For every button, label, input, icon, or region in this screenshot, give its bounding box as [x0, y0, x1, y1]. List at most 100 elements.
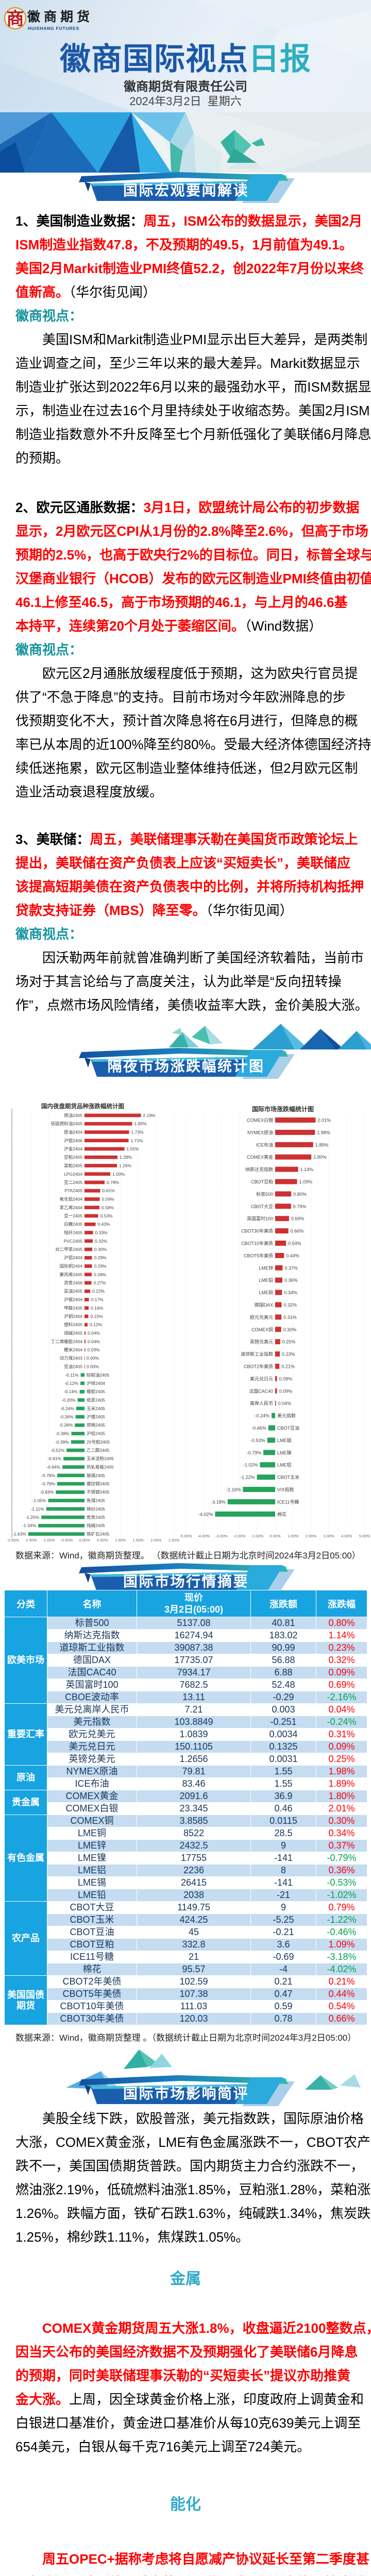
svg-text:1.14%: 1.14%	[300, 1167, 314, 1172]
svg-text:2.00%: 2.00%	[306, 1534, 317, 1538]
svg-text:沥青2406: 沥青2406	[64, 1280, 82, 1285]
svg-text:国际宏观要闻解读: 国际宏观要闻解读	[123, 182, 249, 198]
svg-text:玻璃2405: 玻璃2405	[87, 1473, 105, 1478]
svg-text:橡胶2405: 橡胶2405	[87, 1389, 105, 1394]
svg-text:COMEX黄金: COMEX黄金	[247, 1154, 273, 1160]
svg-text:欧元兑美元: 欧元兑美元	[250, 1314, 273, 1320]
svg-text:2.19%: 2.19%	[143, 1113, 156, 1118]
svg-text:动力煤2403: 动力煤2403	[60, 1355, 83, 1361]
svg-text:2.00%: 2.00%	[150, 1538, 162, 1543]
svg-text:-0.11%: -0.11%	[65, 1372, 79, 1378]
svg-text:CBOT豆粕: CBOT豆粕	[251, 1179, 273, 1184]
svg-text:国内夜盘期货品种涨跌幅统计图: 国内夜盘期货品种涨跌幅统计图	[41, 1103, 124, 1110]
svg-text:-3.18%: -3.18%	[211, 1499, 226, 1504]
svg-text:0.32%: 0.32%	[95, 1239, 108, 1244]
svg-text:1.28%: 1.28%	[120, 1155, 132, 1160]
svg-text:LME铅: LME铅	[259, 1277, 273, 1283]
svg-text:1.26%: 1.26%	[119, 1163, 132, 1168]
svg-text:热轧卷板2405: 热轧卷板2405	[87, 1465, 114, 1470]
svg-text:CBOT30年美债: CBOT30年美债	[241, 1228, 273, 1234]
svg-text:HUISHANG FUTURES: HUISHANG FUTURES	[28, 26, 79, 31]
svg-text:沪镍2405: 沪镍2405	[87, 1414, 105, 1419]
svg-text:-0.20%: -0.20%	[62, 1398, 76, 1403]
svg-text:CBOT2年美债: CBOT2年美债	[244, 1364, 273, 1369]
svg-text:沪锌2404: 沪锌2404	[87, 1381, 105, 1386]
svg-text:0.59%: 0.59%	[102, 1197, 115, 1202]
svg-text:-1.50%: -1.50%	[25, 1538, 37, 1543]
svg-text:1.00%: 1.00%	[112, 1172, 125, 1177]
svg-text:1.89%: 1.89%	[315, 1142, 329, 1147]
svg-text:-0.83%: -0.83%	[40, 1489, 54, 1495]
svg-text:1.71%: 1.71%	[131, 1138, 144, 1143]
svg-text:1.85%: 1.85%	[134, 1121, 147, 1126]
svg-text:-0.53%: -0.53%	[250, 1438, 265, 1443]
svg-text:CBOT豆油: CBOT豆油	[277, 1425, 299, 1431]
svg-text:0.34%: 0.34%	[284, 1290, 297, 1295]
svg-text:0.54%: 0.54%	[288, 1241, 301, 1246]
svg-text:英镑兑美元: 英镑兑美元	[250, 1339, 273, 1345]
svg-text:5.00%: 5.00%	[359, 1534, 370, 1538]
svg-text:4.00%: 4.00%	[341, 1534, 352, 1538]
svg-text:道琼斯工业指数: 道琼斯工业指数	[241, 1351, 273, 1357]
svg-text:0.12%: 0.12%	[90, 1322, 103, 1327]
svg-text:法国CAC40: 法国CAC40	[249, 1388, 273, 1394]
svg-text:-0.26%: -0.26%	[60, 1414, 74, 1419]
svg-text:0.78%: 0.78%	[107, 1180, 120, 1185]
svg-text:-1.00%: -1.00%	[43, 1538, 55, 1543]
svg-text:0.04%: 0.04%	[88, 1331, 100, 1336]
svg-text:徽商期货: 徽商期货	[27, 9, 93, 24]
svg-text:-0.79%: -0.79%	[41, 1473, 55, 1478]
svg-text:LME铝: LME铝	[277, 1462, 292, 1468]
svg-text:聚丙烯2405: 聚丙烯2405	[60, 1272, 83, 1277]
svg-text:-0.52%: -0.52%	[50, 1448, 64, 1453]
svg-text:0.30%: 0.30%	[94, 1247, 107, 1252]
svg-text:0.32%: 0.32%	[284, 1302, 297, 1308]
svg-text:-0.50%: -0.50%	[60, 1538, 73, 1543]
svg-text:PTA2405: PTA2405	[64, 1188, 82, 1193]
svg-text:豆粕2405: 豆粕2405	[64, 1155, 82, 1160]
svg-text:0.00%: 0.00%	[87, 1355, 99, 1361]
svg-text:沪铜2404: 沪铜2404	[64, 1314, 82, 1319]
svg-text:0.31%: 0.31%	[283, 1315, 297, 1320]
svg-text:COMEX铜: COMEX铜	[251, 1327, 273, 1332]
svg-text:0.53%: 0.53%	[100, 1213, 113, 1218]
svg-text:-0.79%: -0.79%	[41, 1481, 55, 1486]
svg-text:1.80%: 1.80%	[313, 1155, 327, 1160]
svg-text:1.73%: 1.73%	[131, 1130, 144, 1135]
svg-text:1.09%: 1.09%	[299, 1179, 313, 1184]
svg-text:0.43%: 0.43%	[98, 1222, 111, 1227]
svg-text:塑料2405: 塑料2405	[64, 1322, 82, 1327]
svg-text:豆二2405: 豆二2405	[64, 1180, 82, 1185]
svg-text:-2.00%: -2.00%	[7, 1538, 19, 1543]
svg-text:0.09%: 0.09%	[279, 1388, 293, 1394]
svg-text:LME锡: LME锡	[277, 1438, 292, 1443]
svg-text:0.09%: 0.09%	[279, 1376, 293, 1381]
svg-text:棉花: 棉花	[277, 1511, 286, 1517]
svg-text:1.50%: 1.50%	[132, 1538, 144, 1543]
svg-text:纸浆2405: 纸浆2405	[87, 1398, 105, 1403]
svg-text:隔夜市场涨跌幅统计图: 隔夜市场涨跌幅统计图	[107, 1058, 264, 1074]
svg-text:0.80%: 0.80%	[293, 1192, 307, 1197]
svg-text:0.17%: 0.17%	[91, 1297, 104, 1302]
svg-text:-4.00%: -4.00%	[197, 1534, 210, 1538]
svg-text:标普500: 标普500	[256, 1191, 273, 1197]
svg-text:0.03%: 0.03%	[88, 1347, 100, 1352]
svg-text:-1.02%: -1.02%	[243, 1463, 258, 1468]
svg-text:0.79%: 0.79%	[293, 1204, 307, 1209]
svg-text:-1.63%: -1.63%	[12, 1532, 26, 1537]
svg-text:-5.00%: -5.00%	[180, 1534, 192, 1538]
svg-text:商: 商	[7, 9, 24, 29]
svg-text:烧碱2405: 烧碱2405	[64, 1331, 82, 1336]
svg-text:2.01%: 2.01%	[317, 1118, 331, 1123]
svg-text:豆油2405: 豆油2405	[64, 1364, 82, 1369]
svg-text:美元兑日元: 美元兑日元	[250, 1376, 273, 1381]
svg-text:氧化铝2404: 氧化铝2404	[60, 1197, 83, 1202]
svg-text:LME铜: LME铜	[259, 1290, 273, 1295]
svg-text:1.00%: 1.00%	[288, 1534, 299, 1538]
svg-text:0.61%: 0.61%	[103, 1188, 115, 1193]
svg-text:0.66%: 0.66%	[291, 1229, 304, 1234]
svg-text:纯碱2405: 纯碱2405	[87, 1523, 105, 1528]
svg-text:0.44%: 0.44%	[286, 1253, 299, 1258]
svg-text:玉米淀粉2405: 玉米淀粉2405	[87, 1456, 114, 1461]
svg-text:-1.22%: -1.22%	[240, 1475, 255, 1480]
